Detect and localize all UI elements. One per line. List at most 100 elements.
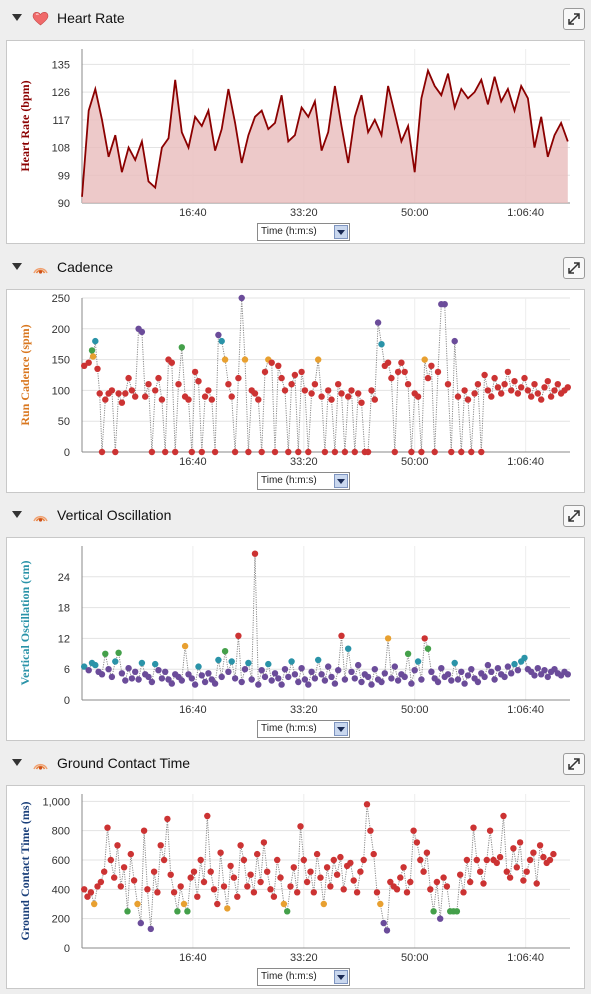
data-point — [335, 381, 342, 388]
data-point — [245, 659, 252, 667]
dropdown-arrow-icon[interactable] — [334, 722, 348, 736]
data-point — [360, 856, 367, 864]
expand-button[interactable] — [563, 8, 585, 30]
collapse-toggle-icon[interactable] — [12, 759, 22, 766]
select-value: Time (h:m:s) — [261, 971, 317, 982]
panel-header[interactable]: Heart Rate — [0, 0, 591, 36]
data-point — [185, 396, 192, 403]
data-point — [444, 671, 452, 678]
data-point — [486, 827, 494, 834]
x-axis-unit-select[interactable]: Time (h:m:s) — [257, 968, 350, 986]
data-point — [330, 856, 337, 864]
data-point — [265, 660, 272, 668]
x-axis-unit-select[interactable]: Time (h:m:s) — [257, 472, 350, 490]
data-point — [551, 387, 558, 394]
data-point — [205, 387, 212, 394]
data-point — [268, 677, 275, 684]
data-point — [323, 864, 331, 871]
data-point — [431, 448, 438, 456]
dropdown-arrow-icon[interactable] — [334, 970, 348, 984]
panel-header[interactable]: Vertical Oscillation — [0, 497, 591, 533]
y-tick-label: 99 — [58, 170, 70, 182]
expand-icon — [568, 262, 580, 274]
expand-button[interactable] — [563, 753, 585, 775]
data-point — [458, 448, 465, 456]
y-tick-label: 200 — [52, 324, 70, 336]
data-point — [108, 387, 116, 394]
data-point — [122, 390, 129, 397]
data-point — [477, 868, 484, 875]
data-point — [363, 801, 371, 808]
data-point — [514, 667, 522, 674]
data-point — [444, 381, 452, 388]
panel-header[interactable]: Cadence — [0, 249, 591, 285]
data-point — [162, 448, 169, 456]
data-point — [388, 675, 395, 682]
data-point — [224, 905, 231, 912]
data-point — [218, 673, 225, 681]
data-point — [428, 668, 435, 675]
data-point — [404, 381, 412, 388]
data-point — [531, 672, 538, 679]
data-point — [501, 381, 508, 388]
data-point — [534, 390, 541, 397]
data-point — [536, 842, 544, 849]
data-point — [145, 381, 152, 388]
data-point — [378, 341, 385, 348]
x-axis-unit-select[interactable]: Time (h:m:s) — [257, 223, 350, 241]
data-point — [247, 871, 254, 878]
data-point — [434, 678, 442, 686]
y-axis-label: Vertical Oscillation (cm) — [18, 561, 32, 686]
data-point — [377, 900, 384, 908]
data-point — [295, 678, 302, 686]
data-point — [168, 359, 175, 366]
y-tick-label: 800 — [52, 826, 70, 838]
data-point — [278, 374, 285, 382]
data-point — [311, 675, 319, 682]
data-point — [367, 827, 374, 834]
data-point — [220, 883, 228, 890]
data-point — [137, 919, 144, 927]
data-point — [267, 886, 274, 893]
data-point — [167, 871, 174, 878]
data-point — [398, 359, 405, 366]
panel-header[interactable]: Ground Contact Time — [0, 745, 591, 781]
data-point — [207, 868, 214, 875]
data-point — [494, 384, 502, 391]
data-point — [178, 677, 185, 684]
data-point — [470, 824, 477, 831]
data-point — [371, 396, 378, 403]
data-point — [142, 393, 149, 400]
data-point — [251, 550, 259, 557]
data-point — [177, 883, 184, 890]
data-point — [214, 900, 221, 908]
x-axis-unit-select[interactable]: Time (h:m:s) — [257, 720, 350, 738]
data-point — [305, 681, 312, 688]
data-point — [108, 673, 116, 681]
data-point — [488, 393, 495, 400]
x-tick-label: 16:40 — [179, 952, 207, 964]
collapse-toggle-icon[interactable] — [12, 511, 22, 518]
dropdown-arrow-icon[interactable] — [334, 225, 348, 239]
data-point — [227, 862, 234, 870]
data-point — [441, 301, 448, 308]
data-point — [184, 908, 191, 915]
data-point — [355, 390, 362, 397]
data-point — [338, 632, 345, 639]
runner-icon — [33, 267, 48, 274]
data-point — [98, 448, 106, 456]
data-point — [235, 374, 242, 382]
dropdown-arrow-icon[interactable] — [334, 474, 348, 488]
data-point — [408, 680, 415, 687]
collapse-toggle-icon[interactable] — [12, 14, 22, 21]
data-point — [496, 853, 504, 861]
data-point — [311, 381, 319, 388]
expand-button[interactable] — [563, 257, 585, 279]
data-point — [181, 642, 189, 650]
data-point — [493, 859, 500, 867]
data-point — [307, 868, 314, 875]
collapse-toggle-icon[interactable] — [12, 263, 22, 270]
y-tick-label: 18 — [58, 603, 70, 615]
expand-button[interactable] — [563, 505, 585, 527]
data-point — [338, 390, 345, 397]
